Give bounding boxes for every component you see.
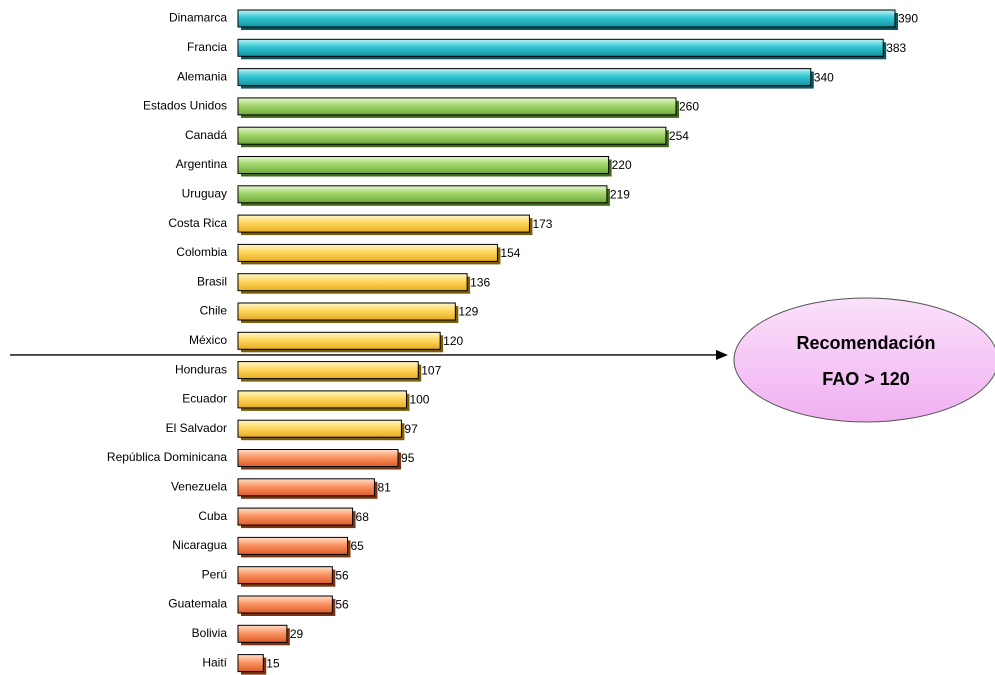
value-label-alemania: 340 bbox=[814, 70, 834, 84]
category-label-mexico: México bbox=[189, 333, 227, 347]
value-label-nicaragua: 65 bbox=[351, 539, 365, 553]
value-label-honduras: 107 bbox=[421, 363, 441, 377]
value-label-estados-unidos: 260 bbox=[679, 100, 699, 114]
category-label-francia: Francia bbox=[187, 40, 227, 54]
value-label-haiti: 15 bbox=[266, 656, 280, 670]
bar-haiti bbox=[237, 654, 264, 673]
bar-alemania bbox=[237, 68, 812, 87]
category-label-dinamarca: Dinamarca bbox=[169, 11, 227, 25]
callout-line2: FAO > 120 bbox=[822, 369, 910, 389]
value-label-venezuela: 81 bbox=[377, 480, 391, 494]
bar-dinamarca bbox=[237, 9, 896, 28]
category-label-guatemala: Guatemala bbox=[168, 597, 227, 611]
value-label-mexico: 120 bbox=[443, 334, 463, 348]
value-label-republica-dominicana: 95 bbox=[401, 451, 415, 465]
value-label-ecuador: 100 bbox=[409, 393, 429, 407]
category-label-honduras: Honduras bbox=[175, 362, 227, 376]
bar-guatemala bbox=[237, 595, 333, 614]
category-label-el-salvador: El Salvador bbox=[166, 421, 227, 435]
bar-bolivia bbox=[237, 624, 288, 643]
bar-uruguay bbox=[237, 185, 608, 204]
value-label-francia: 383 bbox=[886, 41, 906, 55]
category-label-chile: Chile bbox=[200, 304, 228, 318]
category-label-canada: Canadá bbox=[185, 128, 227, 142]
value-label-el-salvador: 97 bbox=[404, 422, 418, 436]
bar-el-salvador bbox=[237, 419, 402, 438]
bar-cuba bbox=[237, 507, 354, 526]
value-label-dinamarca: 390 bbox=[898, 12, 918, 26]
value-label-guatemala: 56 bbox=[335, 598, 349, 612]
category-label-nicaragua: Nicaragua bbox=[172, 538, 227, 552]
value-label-brasil: 136 bbox=[470, 275, 490, 289]
bar-canada bbox=[237, 126, 667, 145]
category-label-brasil: Brasil bbox=[197, 274, 227, 288]
bar-colombia bbox=[237, 243, 498, 262]
value-labels: 390 383 340 260 254 220 219 173 154 136 129 120 107 1… bbox=[266, 12, 918, 671]
bar-venezuela bbox=[237, 478, 375, 497]
bar-costa-rica bbox=[237, 214, 530, 233]
category-label-haiti: Haití bbox=[202, 655, 227, 669]
bar-francia bbox=[237, 38, 884, 57]
value-label-colombia: 154 bbox=[500, 246, 520, 260]
category-label-estados-unidos: Estados Unidos bbox=[143, 99, 227, 113]
value-label-argentina: 220 bbox=[612, 158, 632, 172]
value-label-cuba: 68 bbox=[356, 510, 370, 524]
bar-brasil bbox=[237, 273, 468, 292]
category-label-venezuela: Venezuela bbox=[171, 479, 227, 493]
value-label-uruguay: 219 bbox=[610, 187, 630, 201]
category-label-ecuador: Ecuador bbox=[182, 392, 227, 406]
category-labels: Dinamarca Francia Alemania Estados Unidos Ca… bbox=[107, 11, 228, 670]
value-label-canada: 254 bbox=[669, 129, 689, 143]
category-label-bolivia: Bolivia bbox=[192, 626, 228, 640]
bar-nicaragua bbox=[237, 536, 348, 555]
bar-argentina bbox=[237, 156, 610, 174]
category-label-uruguay: Uruguay bbox=[182, 186, 227, 200]
category-label-colombia: Colombia bbox=[176, 245, 227, 259]
category-label-peru: Perú bbox=[202, 567, 227, 581]
bar-honduras bbox=[237, 361, 419, 380]
category-label-argentina: Argentina bbox=[176, 157, 228, 171]
bar-peru bbox=[237, 566, 333, 585]
bars bbox=[237, 9, 898, 675]
callout-line1: Recomendación bbox=[796, 333, 935, 353]
bar-estados-unidos bbox=[237, 97, 677, 116]
bar-ecuador bbox=[237, 390, 407, 409]
bar-mexico bbox=[237, 331, 441, 350]
callout-ellipse bbox=[733, 297, 995, 423]
category-label-costa-rica: Costa Rica bbox=[168, 216, 227, 230]
fao-callout: Recomendación FAO > 120 bbox=[733, 297, 995, 423]
value-label-peru: 56 bbox=[335, 568, 349, 582]
bar-chile bbox=[237, 302, 456, 321]
bar-republica-dominicana bbox=[237, 449, 399, 467]
category-label-cuba: Cuba bbox=[198, 509, 227, 523]
value-label-costa-rica: 173 bbox=[532, 217, 552, 231]
category-label-republica-dominicana: República Dominicana bbox=[107, 450, 227, 464]
value-label-bolivia: 29 bbox=[290, 627, 304, 641]
value-label-chile: 129 bbox=[458, 305, 478, 319]
category-label-alemania: Alemania bbox=[177, 69, 227, 83]
